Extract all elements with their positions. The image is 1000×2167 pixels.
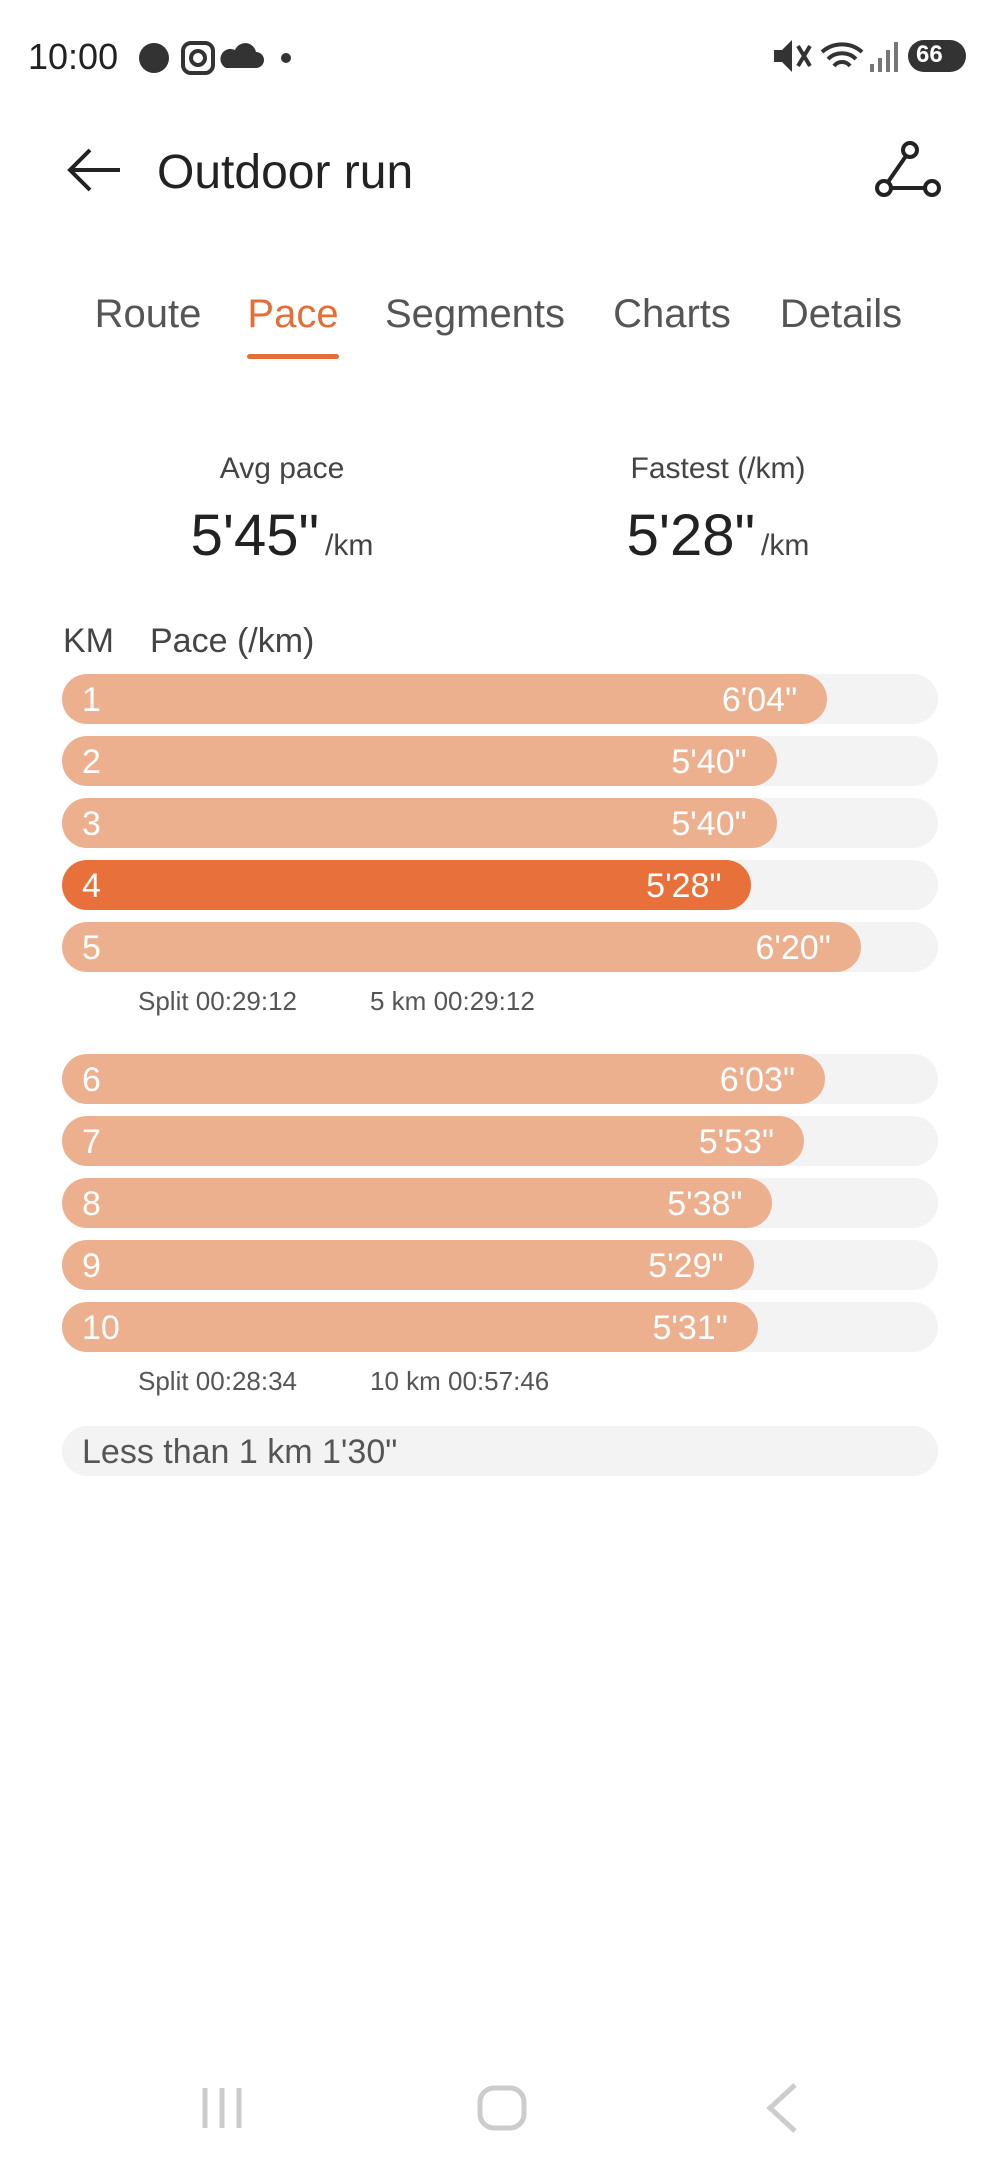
pace-label: 5'53" [698, 1123, 775, 1161]
pace-bar [62, 1240, 754, 1290]
remainder-track: Less than 1 km 1'30" [62, 1426, 938, 1476]
pace-label: 6'03" [719, 1061, 796, 1099]
cumulative-time: 10 km 00:57:46 [370, 1366, 550, 1396]
status-icons [139, 41, 291, 75]
stat-unit: /km [325, 529, 374, 562]
pace-bar [62, 922, 861, 972]
split-time: Split 00:28:34 [138, 1366, 298, 1396]
pace-bar [62, 860, 752, 910]
page-title: Outdoor run [157, 146, 414, 199]
pace-bar [62, 1116, 804, 1166]
km-label: 7 [82, 1123, 101, 1161]
pace-label: 5'38" [667, 1185, 743, 1223]
pace-bar [62, 1302, 758, 1352]
km-label: 9 [82, 1247, 101, 1285]
remainder-label: Less than 1 km 1'30" [82, 1433, 398, 1471]
km-label: 6 [82, 1061, 101, 1099]
pace-track: 4 5'28" [62, 860, 938, 910]
tab[interactable]: Route [94, 292, 202, 336]
pace-label: 6'20" [755, 929, 831, 967]
stat-label: Avg pace [219, 452, 345, 485]
tab[interactable]: Pace [247, 292, 339, 336]
pace-track: 9 5'29" [62, 1240, 938, 1290]
pace-label: 5'28" [646, 867, 722, 905]
km-label: 10 [82, 1309, 120, 1347]
pace-bar [62, 798, 777, 848]
stat-value: 5'28" [626, 503, 756, 568]
km-label: 4 [82, 867, 101, 905]
tab[interactable]: Segments [384, 292, 566, 336]
pace-label: 5'40" [671, 743, 747, 781]
pace-bar [62, 1178, 773, 1228]
pace-label: 5'40" [671, 805, 747, 843]
tab[interactable]: Details [779, 292, 903, 336]
pace-track: 10 5'31" [62, 1302, 938, 1352]
pace-track: 3 5'40" [62, 798, 938, 848]
tab-indicator [247, 354, 339, 359]
km-header: KM [63, 622, 114, 660]
pace-track: 5 6'20" [62, 922, 938, 972]
km-label: 1 [82, 681, 101, 719]
pace-track: 8 5'38" [62, 1178, 938, 1228]
pace-track: 6 6'03" [62, 1054, 938, 1104]
status-right-icons [774, 40, 966, 72]
tab[interactable]: Charts [613, 292, 731, 336]
pace-label: 5'31" [652, 1309, 728, 1347]
split-time: Split 00:29:12 [138, 986, 298, 1016]
pace-bar [62, 1054, 826, 1104]
status-time: 10:00 [28, 36, 119, 77]
stat-value-row: 5'45"/km [191, 502, 374, 569]
pace-header: Pace (/km) [150, 622, 315, 660]
pace-track: 2 5'40" [62, 736, 938, 786]
cumulative-time: 5 km 00:29:12 [370, 986, 535, 1016]
km-label: 3 [82, 805, 101, 843]
pace-track: 7 5'53" [62, 1116, 938, 1166]
route-button[interactable] [872, 140, 942, 200]
km-label: 8 [82, 1185, 101, 1223]
nav-bar [202, 2083, 797, 2133]
pace-bar [62, 674, 828, 724]
pace-label: 5'29" [648, 1247, 724, 1285]
back-button[interactable] [64, 145, 124, 195]
pace-track: 1 6'04" [62, 674, 938, 724]
km-label: 2 [82, 743, 101, 781]
stat-value: 5'45" [190, 503, 320, 568]
stat-label: Fastest (/km) [630, 452, 806, 485]
stat-unit: /km [761, 529, 810, 562]
pace-label: 6'04" [721, 681, 798, 719]
stat-value-row: 5'28"/km [627, 502, 810, 569]
battery-level: 66 [916, 41, 943, 68]
km-label: 5 [82, 929, 101, 967]
pace-bar [62, 736, 777, 786]
